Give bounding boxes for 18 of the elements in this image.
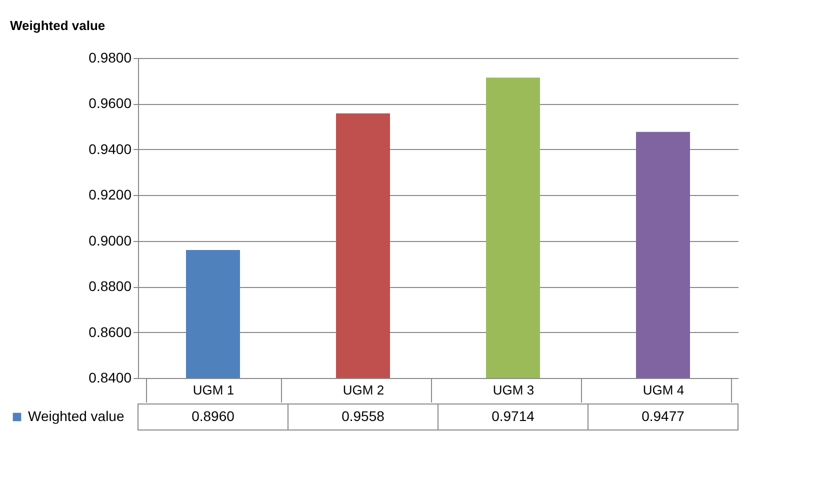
legend-label: Weighted value (28, 408, 124, 424)
y-tick-label: 0.8800 (88, 278, 132, 294)
data-label: 0.8960 (192, 408, 235, 424)
y-tick-label: 0.9000 (88, 232, 132, 248)
y-tick-label: 0.9600 (88, 95, 132, 112)
data-label: 0.9714 (492, 408, 535, 424)
chart-title: Weighted value (10, 18, 106, 33)
x-tick-label: UGM 3 (492, 382, 534, 398)
data-label: 0.9558 (342, 408, 385, 424)
x-tick-label: UGM 2 (342, 382, 384, 398)
y-tick-label: 0.8400 (88, 370, 132, 386)
y-tick-label: 0.8600 (88, 324, 132, 340)
y-tick-label: 0.9200 (88, 186, 132, 203)
x-tick-label: UGM 4 (642, 382, 684, 398)
x-tick-label: UGM 1 (192, 382, 234, 398)
y-tick-label: 0.9800 (88, 50, 132, 66)
data-label: 0.9477 (642, 408, 685, 424)
y-tick-label: 0.9400 (88, 140, 132, 157)
